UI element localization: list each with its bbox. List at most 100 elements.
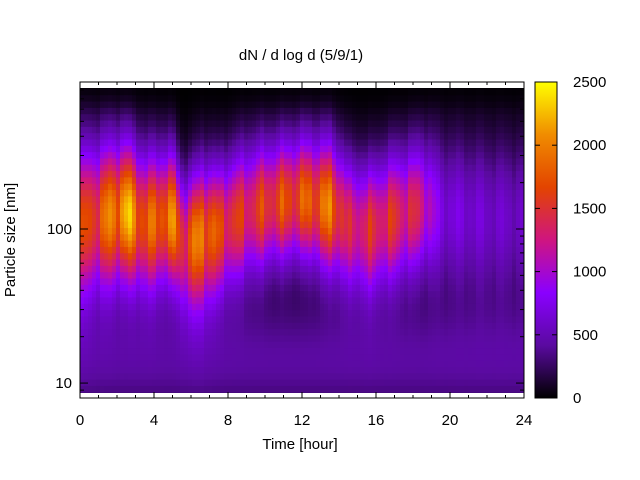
heatmap-cell [136, 151, 141, 159]
heatmap-cell [380, 126, 385, 134]
heatmap-cell [92, 277, 97, 285]
heatmap-cell [440, 164, 445, 172]
heatmap-cell [156, 170, 161, 178]
heatmap-cell [408, 183, 413, 191]
heatmap-cell [444, 277, 449, 285]
heatmap-cell [240, 88, 245, 96]
heatmap-cell [468, 208, 473, 216]
heatmap-cell [324, 341, 329, 349]
heatmap-cell [360, 227, 365, 235]
heatmap-cell [376, 379, 381, 386]
heatmap-cell [196, 265, 201, 273]
heatmap-cell [384, 246, 389, 254]
heatmap-cell [180, 240, 185, 247]
heatmap-cell [320, 208, 325, 216]
heatmap-cell [416, 183, 421, 191]
heatmap-cell [452, 303, 457, 311]
heatmap-cell [436, 107, 441, 115]
heatmap-cell [352, 322, 357, 330]
heatmap-cell [472, 151, 477, 159]
heatmap-cell [200, 391, 205, 393]
heatmap-cell [368, 372, 373, 380]
heatmap-cell [116, 353, 121, 361]
heatmap-cell [404, 372, 409, 380]
heatmap-cell [476, 322, 481, 330]
heatmap-cell [272, 328, 277, 336]
heatmap-cell [324, 113, 329, 121]
heatmap-cell [148, 258, 153, 266]
heatmap-cell [348, 334, 353, 342]
heatmap-cell [268, 341, 273, 349]
heatmap-cell [108, 119, 113, 127]
heatmap-cell [256, 88, 261, 89]
heatmap-cell [140, 208, 145, 216]
heatmap-cell [448, 94, 453, 102]
heatmap-cell [356, 309, 361, 317]
heatmap-cell [344, 372, 349, 380]
heatmap-cell [136, 284, 141, 292]
heatmap-cell [232, 252, 237, 260]
heatmap-cell [444, 391, 449, 393]
heatmap-cell [232, 100, 237, 108]
heatmap-cell [212, 328, 217, 336]
heatmap-cell [340, 296, 345, 304]
heatmap-cell [140, 189, 145, 197]
heatmap-cell [444, 265, 449, 273]
heatmap-cell [120, 208, 125, 216]
heatmap-cell [396, 214, 401, 222]
heatmap-cell [392, 202, 397, 209]
heatmap-cell [312, 227, 317, 235]
heatmap-cell [104, 372, 109, 380]
heatmap-cell [108, 315, 113, 323]
heatmap-cell [128, 113, 133, 121]
heatmap-cell [352, 233, 357, 241]
heatmap-cell [444, 145, 449, 153]
heatmap-cell [364, 322, 369, 330]
heatmap-cell [392, 385, 397, 393]
heatmap-cell [396, 347, 401, 355]
heatmap-cell [132, 372, 137, 380]
heatmap-cell [252, 271, 257, 279]
heatmap-cell [236, 303, 241, 311]
heatmap-cell [176, 221, 181, 228]
heatmap-cell [268, 322, 273, 330]
heatmap-cell [144, 100, 149, 108]
heatmap-cell [184, 145, 189, 153]
heatmap-cell [436, 315, 441, 323]
heatmap-cell [356, 277, 361, 285]
heatmap-cell [252, 372, 257, 380]
heatmap-cell [400, 360, 405, 367]
heatmap-cell [284, 265, 289, 273]
heatmap-cell [436, 353, 441, 361]
heatmap-cell [476, 214, 481, 222]
heatmap-cell [108, 296, 113, 304]
heatmap-cell [140, 353, 145, 361]
heatmap-cell [156, 334, 161, 342]
heatmap-cell [112, 252, 117, 260]
heatmap-cell [124, 195, 129, 203]
heatmap-cell [280, 353, 285, 361]
heatmap-cell [400, 366, 405, 374]
heatmap-cell [152, 309, 157, 317]
heatmap-cell [100, 202, 105, 209]
heatmap-cell [232, 347, 237, 355]
heatmap-cell [348, 100, 353, 108]
heatmap-cell [268, 208, 273, 216]
heatmap-cell [100, 328, 105, 336]
heatmap-cell [212, 284, 217, 292]
heatmap-cell [104, 284, 109, 292]
heatmap-cell [280, 100, 285, 108]
heatmap-cell [384, 290, 389, 298]
heatmap-cell [220, 246, 225, 254]
heatmap-cell [388, 88, 393, 89]
heatmap-cell [340, 157, 345, 165]
heatmap-cell [124, 107, 129, 115]
heatmap-cell [136, 366, 141, 374]
heatmap-cell [140, 126, 145, 134]
heatmap-cell [88, 296, 93, 304]
heatmap-cell [436, 328, 441, 336]
heatmap-cell [344, 277, 349, 285]
heatmap-cell [124, 252, 129, 260]
heatmap-cell [268, 107, 273, 115]
heatmap-cell [196, 183, 201, 191]
